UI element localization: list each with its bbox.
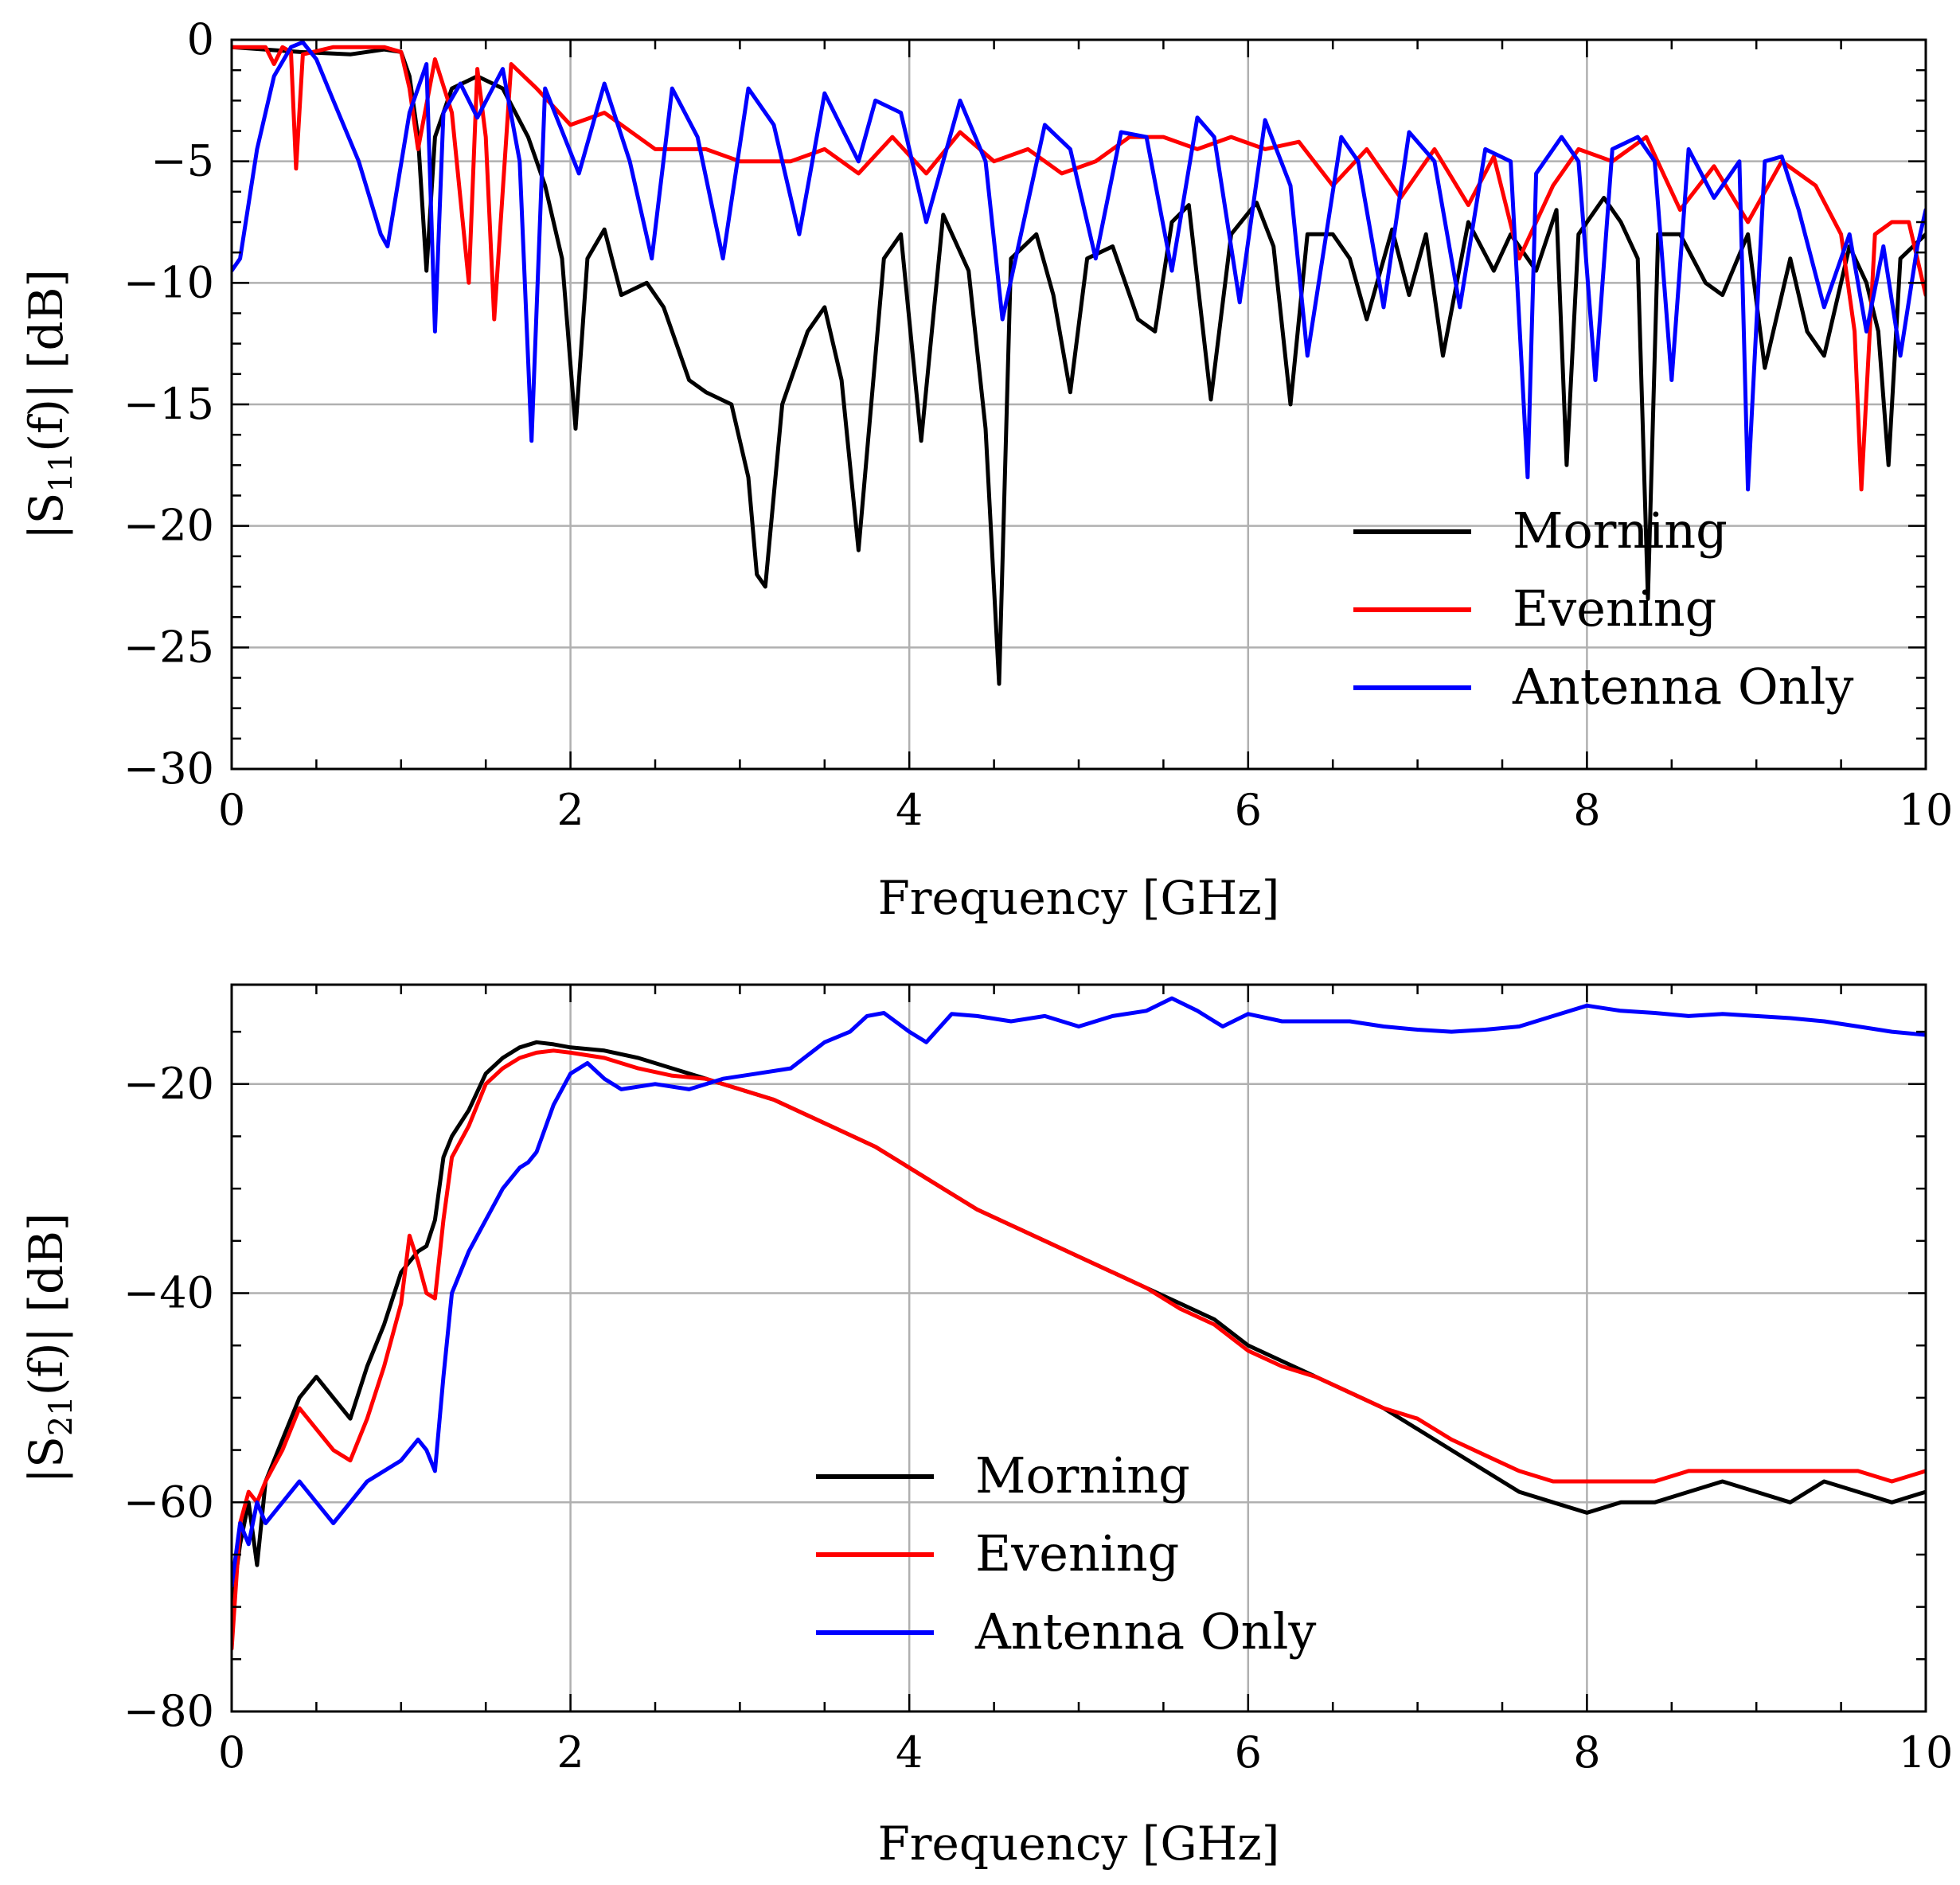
x-tick-label: 4: [896, 1727, 923, 1778]
x-tick-label: 2: [556, 785, 584, 835]
y-tick-label: −15: [123, 379, 214, 429]
x-tick-label: 0: [218, 1727, 245, 1778]
x-tick-label: 6: [1235, 1727, 1262, 1778]
y-tick-label: −25: [123, 622, 214, 672]
x-tick-label: 6: [1235, 785, 1262, 835]
y-tick-label: −30: [123, 743, 214, 794]
x-axis-label: Frequency [GHz]: [878, 1817, 1280, 1871]
series-line-morning: [232, 1040, 1926, 1610]
s11-plot: 0 2 4 6 8 10 −30 −25 −20 −15 −10 −5 0 Frequency [GHz]…: [19, 14, 1953, 925]
x-axis-label: Frequency [GHz]: [878, 871, 1280, 925]
x-tick-label: 10: [1899, 785, 1954, 835]
legend-label: Evening: [975, 1524, 1179, 1583]
y-tick-label: −20: [123, 501, 214, 551]
series-line-morning: [232, 45, 1926, 686]
legend-label: Antenna Only: [1512, 658, 1853, 716]
legend: Morning Evening Antenna Only: [816, 1446, 1316, 1661]
x-tick-label: 0: [218, 785, 245, 835]
series-line-antenna-only: [232, 996, 1926, 1588]
legend-label: Antenna Only: [974, 1602, 1316, 1661]
s21-plot: 0 2 4 6 8 10 −80 −60 −40 −20 Frequency [GHz] |S21(f…: [19, 983, 1954, 1871]
y-tick-label: −80: [123, 1686, 214, 1736]
series-line-antenna-only: [232, 40, 1926, 492]
y-tick-label: −20: [123, 1059, 214, 1109]
y-tick-label: −60: [123, 1477, 214, 1527]
y-axis-label: |S21(f)| [dB]: [19, 1213, 80, 1484]
y-axis-label: |S11(f)| [dB]: [19, 269, 80, 540]
legend-label: Evening: [1513, 580, 1716, 638]
y-tick-label: −40: [123, 1268, 214, 1318]
x-tick-label: 8: [1573, 1727, 1600, 1778]
series-line-evening: [232, 45, 1926, 492]
legend-label: Morning: [1513, 501, 1728, 560]
x-tick-label: 2: [556, 1727, 584, 1778]
y-tick-label: −10: [123, 257, 214, 307]
x-tick-label: 4: [896, 785, 923, 835]
x-tick-label: 10: [1899, 1727, 1954, 1778]
x-tick-label: 8: [1573, 785, 1600, 835]
y-tick-label: −5: [150, 136, 214, 186]
legend-label: Morning: [975, 1446, 1190, 1504]
y-tick-label: 0: [187, 14, 214, 64]
series-line-evening: [232, 1048, 1926, 1651]
legend: Morning Evening Antenna Only: [1353, 501, 1853, 716]
